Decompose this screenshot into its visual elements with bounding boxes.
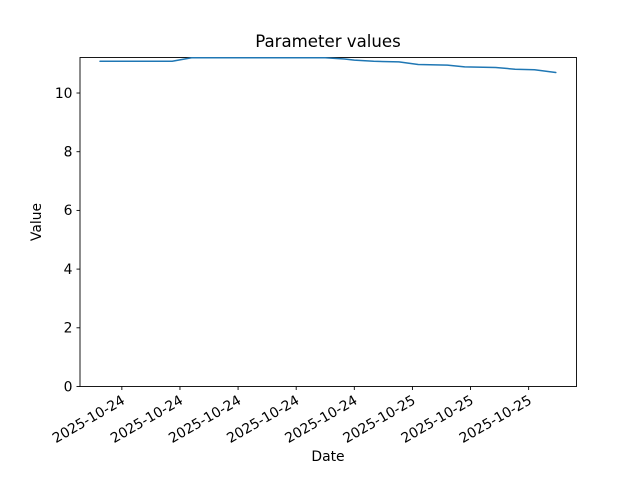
data-series-layer — [99, 57, 557, 74]
y-tick-label: 2 — [64, 321, 73, 337]
y-tick-label: 6 — [64, 203, 73, 219]
y-tick-label: 10 — [55, 86, 73, 102]
y-tick-label: 8 — [64, 145, 73, 161]
y-tick-label: 0 — [64, 379, 73, 395]
plot-frame — [79, 57, 577, 387]
x-axis-label: Date — [311, 449, 344, 465]
y-axis-label: Value — [29, 203, 45, 241]
ticks-layer: 02468102025-10-242025-10-242025-10-24202… — [50, 86, 535, 447]
chart-title: Parameter values — [255, 32, 401, 51]
data-line-parameter — [99, 57, 557, 74]
y-tick-label: 4 — [64, 262, 73, 278]
